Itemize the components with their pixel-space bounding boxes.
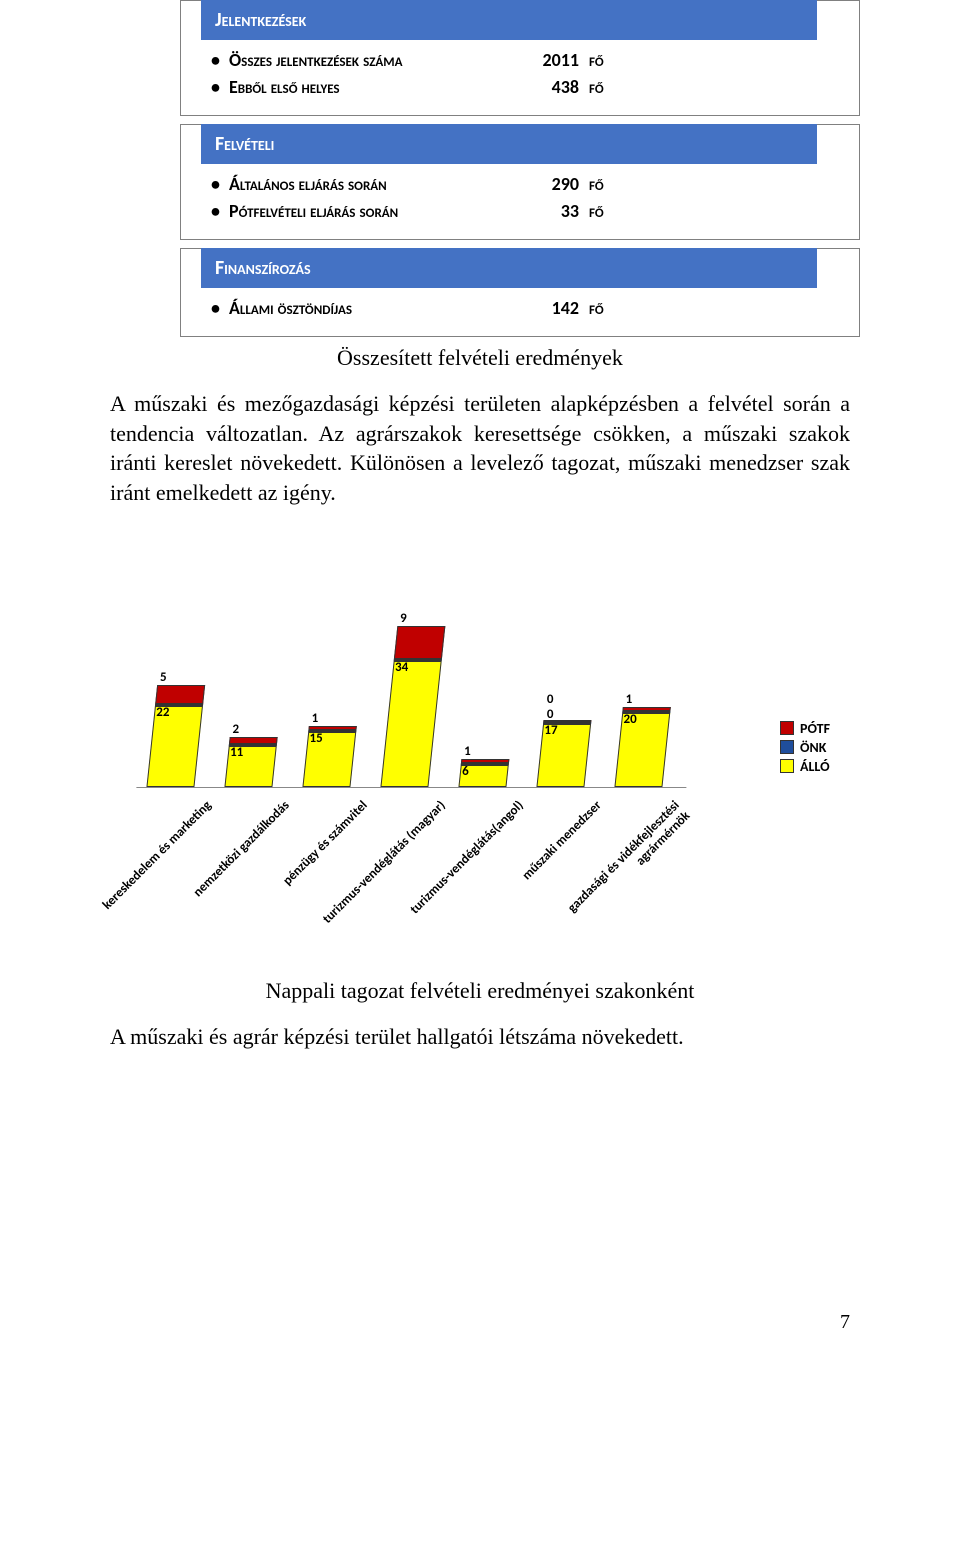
legend-label: PÓTF — [800, 720, 830, 737]
body-paragraph-1: A műszaki és mezőgazdasági képzési terül… — [110, 389, 850, 508]
bar-segment — [380, 661, 441, 787]
legend-swatch — [780, 721, 794, 735]
x-axis-label: pénzügy és számvitel — [219, 798, 371, 950]
applications-total-row: • Összes jelentkezések száma 2011 fő — [211, 47, 839, 74]
body-paragraph-2: A műszaki és agrár képzési terület hallg… — [110, 1022, 850, 1052]
admission-general-label: Általános eljárás során — [229, 171, 519, 198]
chart-caption: Nappali tagozat felvételi eredményei sza… — [0, 978, 960, 1004]
funding-box: Finanszírozás • Állami ösztöndíjas 142 f… — [180, 248, 860, 337]
legend-item: ÁLLÓ — [780, 758, 830, 775]
applications-first-row: • Ebből első helyes 438 fő — [211, 74, 839, 101]
admission-general-row: • Általános eljárás során 290 fő — [211, 171, 839, 198]
page-number: 7 — [0, 1311, 850, 1334]
top-caption: Összesített felvételi eredmények — [0, 345, 960, 371]
admission-box: Felvételi • Általános eljárás során 290 … — [180, 124, 860, 240]
applications-first-unit: fő — [579, 74, 619, 101]
funding-state-row: • Állami ösztöndíjas 142 fő — [211, 295, 839, 322]
applications-header: Jelentkezések — [201, 0, 817, 40]
bar-value-label: 20 — [624, 712, 637, 727]
bar-value-label: 1 — [464, 744, 471, 759]
x-axis-label: kereskedelem és marketing — [63, 798, 215, 950]
bar-value-label: 22 — [156, 704, 169, 719]
funding-state-value: 142 — [519, 295, 579, 322]
bar-column — [146, 685, 205, 787]
applications-box: Jelentkezések • Összes jelentkezések szá… — [180, 0, 860, 116]
admission-extra-label: Pótfelvételi eljárás során — [229, 198, 519, 225]
bar-segment — [229, 737, 278, 744]
legend-item: ÖNK — [780, 739, 830, 756]
legend-swatch — [780, 740, 794, 754]
applications-total-value: 2011 — [519, 47, 579, 74]
x-axis-label: turizmus-vendéglátás (magyar) — [297, 798, 449, 950]
admission-extra-unit: fő — [579, 198, 619, 225]
applications-first-label: Ebből első helyes — [229, 74, 519, 101]
bar-value-label: 11 — [230, 745, 243, 760]
admission-header: Felvételi — [201, 124, 817, 164]
admission-extra-row: • Pótfelvételi eljárás során 33 fő — [211, 198, 839, 225]
bar-value-label: 17 — [544, 723, 557, 738]
funding-state-label: Állami ösztöndíjas — [229, 295, 519, 322]
bar-value-label: 9 — [400, 611, 407, 626]
bar-value-label: 1 — [312, 711, 319, 726]
applications-total-unit: fő — [579, 47, 619, 74]
bar-segment — [155, 685, 205, 704]
bar-value-label: 6 — [462, 764, 469, 779]
legend-label: ÖNK — [800, 739, 826, 756]
applications-total-label: Összes jelentkezések száma — [229, 47, 519, 74]
bar-segment — [146, 705, 203, 786]
x-axis-label: turizmus-vendéglátás(angol) — [375, 798, 527, 950]
bar-value-label: 34 — [395, 660, 408, 675]
chart-legend: PÓTF ÖNK ÁLLÓ — [780, 718, 830, 777]
admission-extra-value: 33 — [519, 198, 579, 225]
admission-general-unit: fő — [579, 171, 619, 198]
x-axis-label: gazdasági és vidékfejlesztési agrármérnö… — [531, 798, 694, 961]
legend-label: ÁLLÓ — [800, 758, 830, 775]
bar-value-label: 1 — [626, 692, 633, 707]
admissions-chart: 225112151349611700201 kereskedelem és ma… — [130, 528, 830, 958]
bar-value-label: 00 — [547, 692, 554, 722]
legend-item: PÓTF — [780, 720, 830, 737]
applications-first-value: 438 — [519, 74, 579, 101]
admission-general-value: 290 — [519, 171, 579, 198]
bar-value-label: 2 — [232, 722, 239, 737]
funding-header: Finanszírozás — [201, 248, 817, 288]
bar-value-label: 15 — [310, 730, 323, 745]
x-axis-label: nemzetközi gazdálkodás — [141, 798, 293, 950]
info-boxes: Jelentkezések • Összes jelentkezések szá… — [180, 0, 860, 337]
bar-value-label: 5 — [160, 670, 167, 685]
bar-column — [380, 626, 445, 787]
funding-state-unit: fő — [579, 295, 619, 322]
bar-segment — [394, 626, 445, 659]
legend-swatch — [780, 759, 794, 773]
